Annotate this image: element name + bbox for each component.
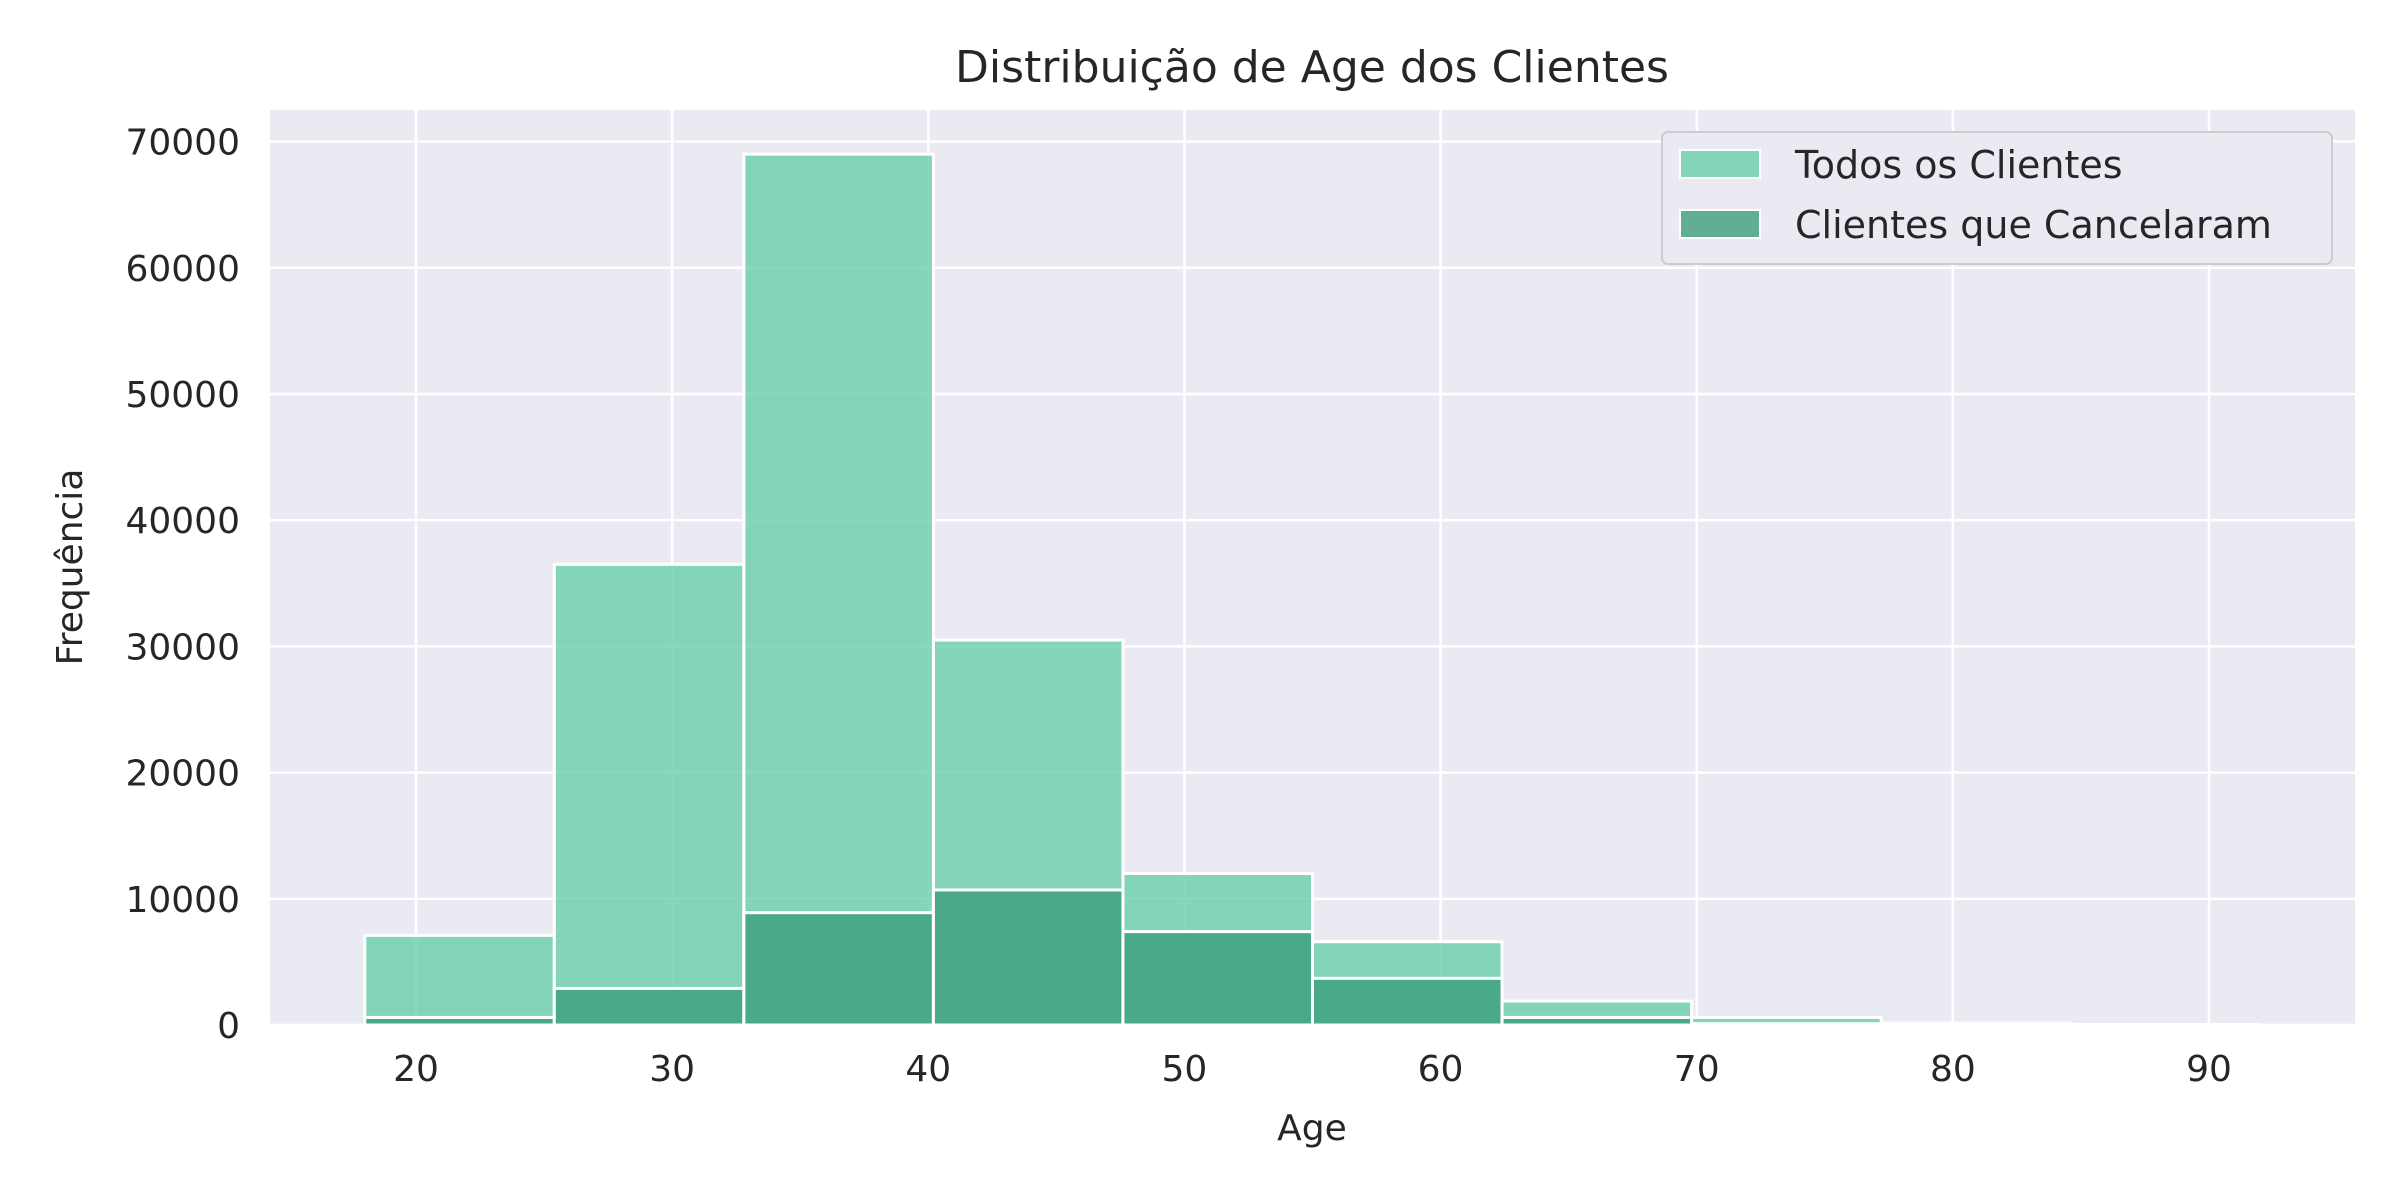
x-tick-label: 30	[649, 1049, 695, 1090]
bar-cancelaram-5	[1311, 976, 1504, 1027]
legend: Todos os Clientes Clientes que Cancelara…	[1661, 131, 2333, 265]
y-tick-label: 20000	[125, 754, 240, 795]
bar-cancelaram-7	[1690, 1022, 1883, 1027]
legend-swatch-clientes-que-cancelaram	[1679, 209, 1761, 239]
legend-box	[1661, 131, 2333, 265]
x-tick-label: 60	[1418, 1049, 1464, 1090]
bar-cancelaram-4	[1121, 930, 1315, 1027]
y-tick-labels: 0 10000 20000 30000 40000 50000 60000 70000	[125, 123, 240, 1047]
bar-todos-2	[742, 152, 935, 1027]
bar-cancelaram-2	[742, 911, 935, 1027]
y-tick-label: 0	[217, 1006, 240, 1047]
x-tick-label: 80	[1930, 1049, 1976, 1090]
bar-cancelaram-3	[931, 888, 1125, 1027]
bar-cancelaram-6	[1500, 1015, 1694, 1027]
x-axis-label: Age	[1277, 1108, 1347, 1149]
chart-title: Distribuição de Age dos Clientes	[955, 42, 1669, 93]
y-tick-label: 30000	[125, 627, 240, 668]
bar-todos-0	[363, 933, 556, 1027]
x-tick-label: 90	[2186, 1049, 2232, 1090]
y-axis-label: Frequência	[50, 469, 91, 666]
bar-todos-1	[552, 562, 746, 1027]
bar-cancelaram-0	[363, 1015, 556, 1027]
y-tick-label: 70000	[125, 123, 240, 164]
x-tick-label: 50	[1162, 1049, 1208, 1090]
legend-label-todos-os-clientes: Todos os Clientes	[1794, 143, 2123, 187]
y-tick-label: 40000	[125, 501, 240, 542]
legend-swatch-todos-os-clientes	[1679, 149, 1761, 179]
bar-cancelaram-1	[552, 986, 746, 1027]
y-tick-label: 60000	[125, 249, 240, 290]
y-tick-label: 50000	[125, 375, 240, 416]
y-tick-label: 10000	[125, 880, 240, 921]
legend-label-clientes-que-cancelaram: Clientes que Cancelaram	[1795, 203, 2272, 247]
x-tick-label: 40	[905, 1049, 951, 1090]
x-tick-label: 20	[393, 1049, 439, 1090]
x-tick-labels: 20 30 40 50 60 70 80 90	[393, 1049, 2232, 1090]
x-tick-label: 70	[1674, 1049, 1720, 1090]
bars-clientes-que-cancelaram	[363, 888, 2262, 1027]
